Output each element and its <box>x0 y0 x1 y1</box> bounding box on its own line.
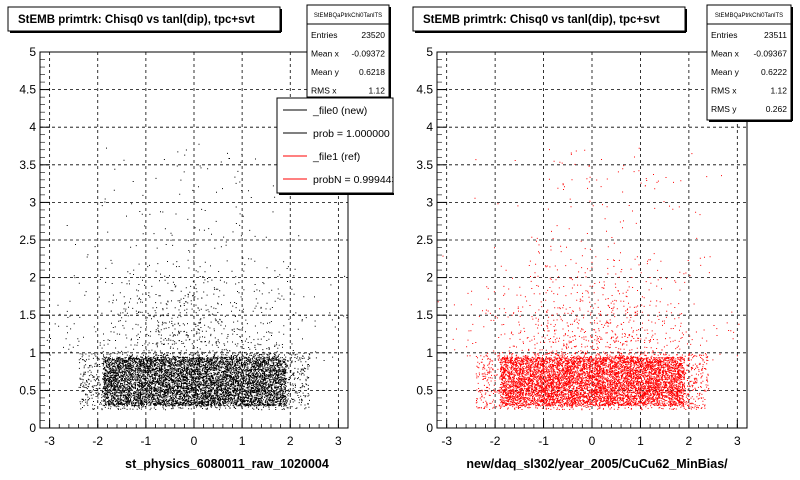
plot-frame-border <box>39 51 349 429</box>
stats-label: Mean x <box>711 49 740 59</box>
stats-label: Mean y <box>311 67 340 77</box>
x-tick-label: -3 <box>44 434 55 448</box>
x-tick-label: -3 <box>441 434 452 448</box>
y-tick-label: 3.5 <box>416 158 433 172</box>
scatter-point-cloud <box>437 147 740 411</box>
right-chart-panel: -3 -2 -1 0 1 2 3 0 0.5 1 1.5 2 2.5 3 3.5 4 4.5 5 StEMB pri… <box>412 4 793 471</box>
legend-label: _file0 (new) <box>312 105 367 117</box>
x-tick-label: -2 <box>490 434 501 448</box>
stats-value: -0.09367 <box>753 49 787 59</box>
stats-header: StEMBQaPtrkChi0TanlTS <box>715 13 783 19</box>
x-tick-label: 3 <box>734 434 741 448</box>
x-tick-label: 3 <box>335 434 342 448</box>
y-tick-label: 2 <box>29 271 36 285</box>
legend-label: prob = 1.000000 <box>313 128 390 140</box>
y-tick-label: 0 <box>426 421 433 435</box>
stats-label: Mean x <box>311 49 340 59</box>
x-tick-label: 0 <box>589 434 596 448</box>
y-tick-label: 5 <box>426 45 433 59</box>
stats-label: RMS x <box>311 86 337 96</box>
y-tick-label: 1 <box>426 346 433 360</box>
y-tick-label: 4 <box>426 120 433 134</box>
y-tick-label: 1.5 <box>19 308 36 322</box>
stats-label: Entries <box>711 30 737 40</box>
stats-value: 0.262 <box>766 104 788 114</box>
grid-lines <box>40 52 348 428</box>
stats-value: 0.6218 <box>359 67 385 77</box>
stats-value: 1.12 <box>368 86 385 96</box>
y-tick-label: 3 <box>426 195 433 209</box>
stats-label: Entries <box>311 30 337 40</box>
y-tick-label: 2.5 <box>19 233 36 247</box>
y-tick-label: 2.5 <box>416 233 433 247</box>
legend-label: probN = 0.999443 <box>313 174 398 186</box>
x-tick-label: 1 <box>239 434 246 448</box>
y-tick-label: 1 <box>29 346 36 360</box>
y-tick-label: 3 <box>29 195 36 209</box>
legend-label: _file1 (ref) <box>312 151 360 163</box>
x-tick-label: -1 <box>538 434 549 448</box>
plot-frame-border <box>436 51 748 429</box>
x-tick-label: 1 <box>637 434 644 448</box>
legend-entries: _file0 (new) prob = 1.000000 _file1 (ref) p… <box>283 105 398 186</box>
x-axis-label: new/daq_sl302/year_2005/CuCu62_MinBias/ <box>466 457 728 471</box>
stats-box <box>306 4 390 98</box>
x-tick-label: -2 <box>92 434 103 448</box>
stats-box <box>706 4 792 121</box>
y-tick-label: 5 <box>29 45 36 59</box>
y-tick-label: 3.5 <box>19 158 36 172</box>
stats-label: RMS x <box>711 86 737 96</box>
y-tick-label: 4 <box>29 120 36 134</box>
stats-label: RMS y <box>711 104 737 114</box>
stats-value: 23511 <box>764 30 787 40</box>
stats-value: -0.09372 <box>351 49 385 59</box>
title-box <box>7 6 281 32</box>
scatter-points <box>437 147 740 411</box>
y-tick-label: 0 <box>29 421 36 435</box>
stats-header: StEMBQaPtrkChi0TanlTS <box>314 13 382 19</box>
x-tick-label: -1 <box>141 434 152 448</box>
stats-label: Mean y <box>711 67 740 77</box>
x-tick-label: 0 <box>191 434 198 448</box>
x-axis-label: st_physics_6080011_raw_1020004 <box>125 457 329 471</box>
y-tick-label: 0.5 <box>19 383 36 397</box>
chart-title: StEMB primtrk: Chisq0 vs tanl(dip), tpc+… <box>423 14 660 26</box>
left-chart-panel: -3 -2 -1 0 1 2 3 0 0.5 1 1.5 2 2.5 3 3.5 4 4.5 5 StEMB pri… <box>7 4 398 471</box>
y-tick-label: 2 <box>426 271 433 285</box>
x-tick-label: 2 <box>287 434 294 448</box>
y-tick-label: 0.5 <box>416 383 433 397</box>
x-tick-label: 2 <box>686 434 693 448</box>
stats-value: 23520 <box>361 30 385 40</box>
y-tick-label: 4.5 <box>19 83 36 97</box>
stats-value: 0.6222 <box>761 67 787 77</box>
stats-value: 1.12 <box>770 86 787 96</box>
y-tick-label: 1.5 <box>416 308 433 322</box>
chart-title: StEMB primtrk: Chisq0 vs tanl(dip), tpc+… <box>18 14 255 26</box>
y-tick-label: 4.5 <box>416 83 433 97</box>
